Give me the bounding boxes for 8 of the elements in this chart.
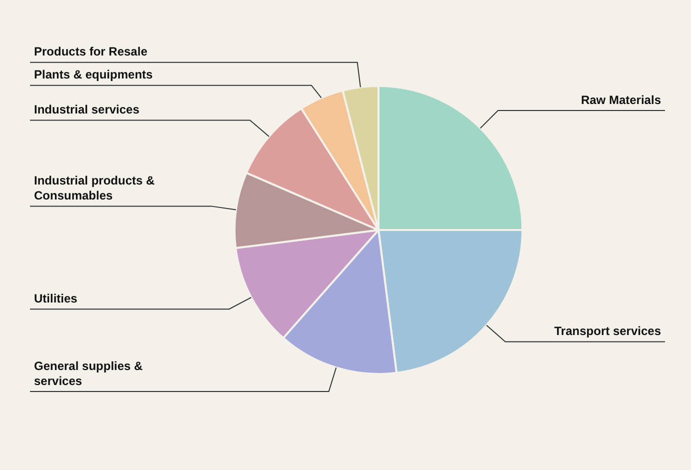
slice-label: Utilities — [34, 291, 78, 306]
slice-label: Plants & equipments — [34, 68, 154, 82]
slice-label: Products for Resale — [34, 44, 148, 59]
slice-label: General supplies & services — [34, 358, 144, 388]
slice-label: Transport services — [554, 324, 662, 338]
slice-label: Industrial products & Consumables — [34, 174, 156, 202]
slice-label: Raw Materials — [580, 92, 662, 107]
slice-label: Industrial services — [34, 102, 140, 117]
